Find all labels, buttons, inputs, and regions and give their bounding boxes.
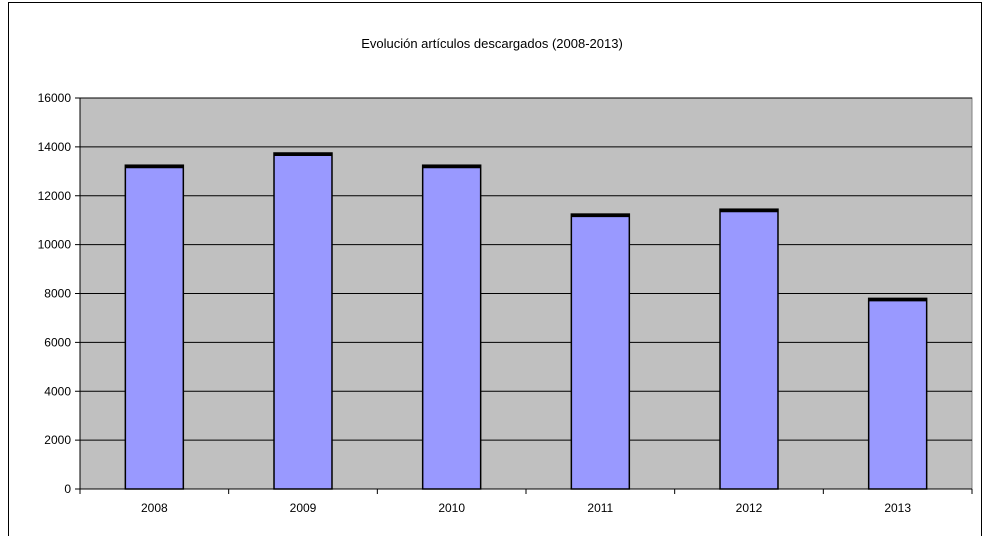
bar-2013 (867, 297, 928, 490)
y-tick-label: 14000 (38, 140, 72, 154)
x-tick-label: 2010 (438, 501, 465, 515)
y-axis-tick-labels: 0 2000 4000 6000 8000 10000 12000 14000 16000 (38, 91, 72, 496)
y-tick-label: 6000 (44, 335, 71, 349)
bar-2009 (273, 152, 333, 490)
y-tick-label: 4000 (44, 384, 71, 398)
y-tick-label: 8000 (44, 287, 71, 301)
bar-2010 (421, 164, 482, 490)
x-tick-label: 2009 (290, 501, 317, 515)
x-tick-label: 2011 (587, 501, 613, 515)
axes (75, 97, 973, 494)
y-tick-label: 10000 (38, 238, 72, 252)
x-tick-label: 2008 (141, 501, 168, 515)
bar-2012 (719, 208, 779, 490)
bars (124, 152, 928, 490)
bar-2011 (570, 213, 631, 490)
chart-title: Evolución artículos descargados (2008-20… (361, 36, 623, 51)
y-tick-label: 12000 (38, 189, 72, 203)
y-tick-label: 2000 (44, 433, 71, 447)
x-tick-label: 2012 (736, 501, 763, 515)
x-tick-label: 2013 (884, 501, 911, 515)
x-axis-tick-labels: 2008 2009 2010 2011 2012 2013 (141, 501, 911, 515)
gridlines (80, 97, 972, 441)
y-tick-label: 0 (64, 482, 71, 496)
bar-2008 (124, 164, 185, 490)
y-tick-label: 16000 (38, 91, 72, 105)
